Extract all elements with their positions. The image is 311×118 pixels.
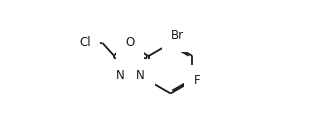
Text: Br: Br	[171, 29, 184, 42]
Text: N: N	[136, 69, 145, 82]
Text: O: O	[126, 36, 135, 49]
Text: Cl: Cl	[79, 36, 91, 49]
Text: N: N	[116, 69, 124, 82]
Text: F: F	[194, 74, 200, 87]
